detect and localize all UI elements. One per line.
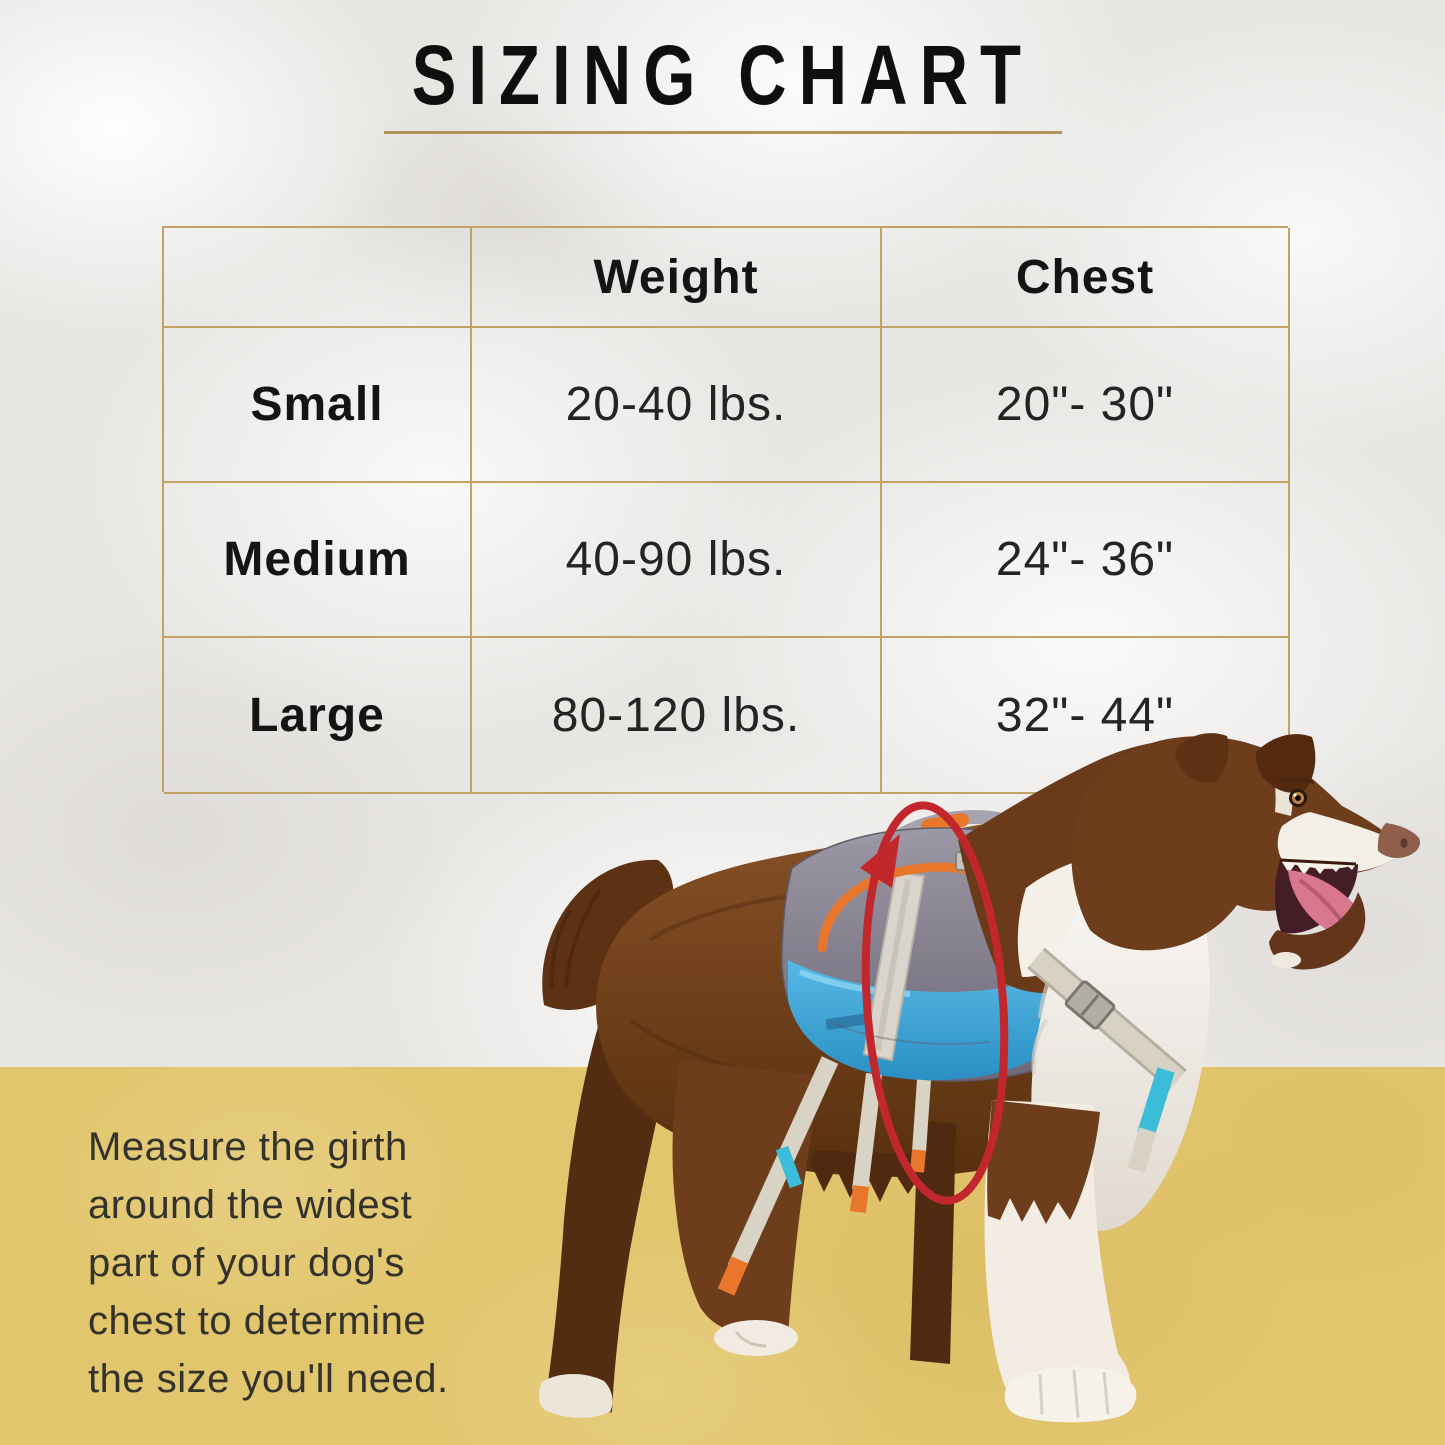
- note-line: the size you'll need.: [88, 1357, 449, 1401]
- row-medium-weight: 40-90 lbs.: [472, 483, 882, 638]
- header-chest: Chest: [882, 228, 1290, 328]
- eye: [1289, 789, 1307, 807]
- row-small-label: Small: [164, 328, 472, 483]
- lower-jaw: [1269, 892, 1366, 970]
- dog-near-hind-leg: [672, 1060, 820, 1356]
- row-medium-chest: 24"- 36": [882, 483, 1290, 638]
- note-line: part of your dog's: [88, 1241, 405, 1285]
- marble-background: [0, 0, 1445, 1067]
- chest-strap: [1027, 947, 1187, 1173]
- page-title-wrap: SIZING CHART: [0, 26, 1445, 122]
- row-small-chest: 20"- 30": [882, 328, 1290, 483]
- measuring-instructions: Measure the girth around the widest part…: [88, 1118, 558, 1408]
- dog-far-hind-leg: [538, 1020, 666, 1418]
- dog-photo: [530, 720, 1445, 1445]
- title-underline: [384, 131, 1062, 134]
- row-large-label: Large: [164, 638, 472, 794]
- header-weight: Weight: [472, 228, 882, 328]
- note-line: Measure the girth: [88, 1125, 408, 1169]
- girth-arrow: [860, 801, 1009, 1205]
- ear-back: [1175, 733, 1229, 784]
- nose: [1377, 823, 1420, 859]
- note-line: chest to determine: [88, 1299, 427, 1343]
- sizing-table: Weight Chest Small 20-40 lbs. 20"- 30" M…: [162, 226, 1290, 794]
- belly-straps: [717, 1056, 931, 1296]
- dog-head: [1071, 733, 1420, 970]
- header-blank: [164, 228, 472, 328]
- note-line: around the widest: [88, 1183, 413, 1227]
- row-medium-label: Medium: [164, 483, 472, 638]
- arrowhead: [860, 834, 900, 888]
- handle-orange-wrap: [921, 813, 969, 833]
- row-small-weight: 20-40 lbs.: [472, 328, 882, 483]
- dog-front-leg: [984, 1100, 1137, 1423]
- row-large-weight: 80-120 lbs.: [472, 638, 882, 794]
- brand-label: [825, 1013, 871, 1030]
- page-title: SIZING CHART: [411, 27, 1034, 123]
- dog-backpack-illustration: [538, 733, 1420, 1423]
